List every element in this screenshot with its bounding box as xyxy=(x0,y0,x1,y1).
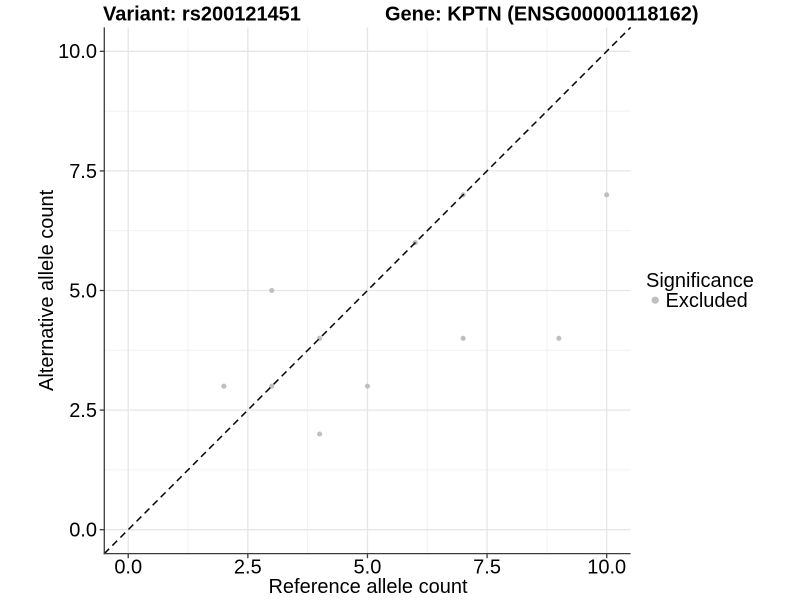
y-tick-label: 2.5 xyxy=(69,400,97,422)
data-point xyxy=(364,383,371,389)
y-axis-title: Alternative allele count xyxy=(36,189,58,391)
x-tick-label: 5.0 xyxy=(354,556,382,578)
data-point xyxy=(604,192,610,198)
x-tick-label: 7.5 xyxy=(473,556,501,578)
data-point xyxy=(556,335,562,341)
y-tick-label: 5.0 xyxy=(69,280,97,302)
data-point xyxy=(269,287,275,294)
identity-reference-line xyxy=(103,26,632,555)
legend-item-label: Excluded xyxy=(666,290,748,312)
x-tick-label: 10.0 xyxy=(587,556,626,578)
tick-marks xyxy=(99,50,608,559)
data-point xyxy=(317,431,323,437)
legend: Significance Excluded xyxy=(646,270,754,312)
y-tick-label: 0.0 xyxy=(69,520,97,542)
data-points xyxy=(221,192,610,437)
legend-title: Significance xyxy=(646,270,754,292)
identity-line xyxy=(103,26,632,555)
x-tick-label: 0.0 xyxy=(114,556,142,578)
legend-key-point-icon xyxy=(651,296,659,304)
x-tick-label: 2.5 xyxy=(234,556,262,578)
data-point xyxy=(221,383,227,389)
tick-labels: 0.0 2.5 5.0 7.5 10.0 0.0 2.5 5.0 7.5 10.0 xyxy=(58,41,626,578)
y-tick-label: 7.5 xyxy=(69,161,97,183)
y-tick-label: 10.0 xyxy=(58,41,97,63)
plot-title-gene: Gene: KPTN (ENSG00000118162) xyxy=(385,4,699,26)
x-axis-title: Reference allele count xyxy=(268,576,467,598)
plot-title-variant: Variant: rs200121451 xyxy=(103,4,301,26)
data-point xyxy=(269,383,275,389)
data-point xyxy=(460,335,466,341)
major-gridlines xyxy=(104,27,631,554)
